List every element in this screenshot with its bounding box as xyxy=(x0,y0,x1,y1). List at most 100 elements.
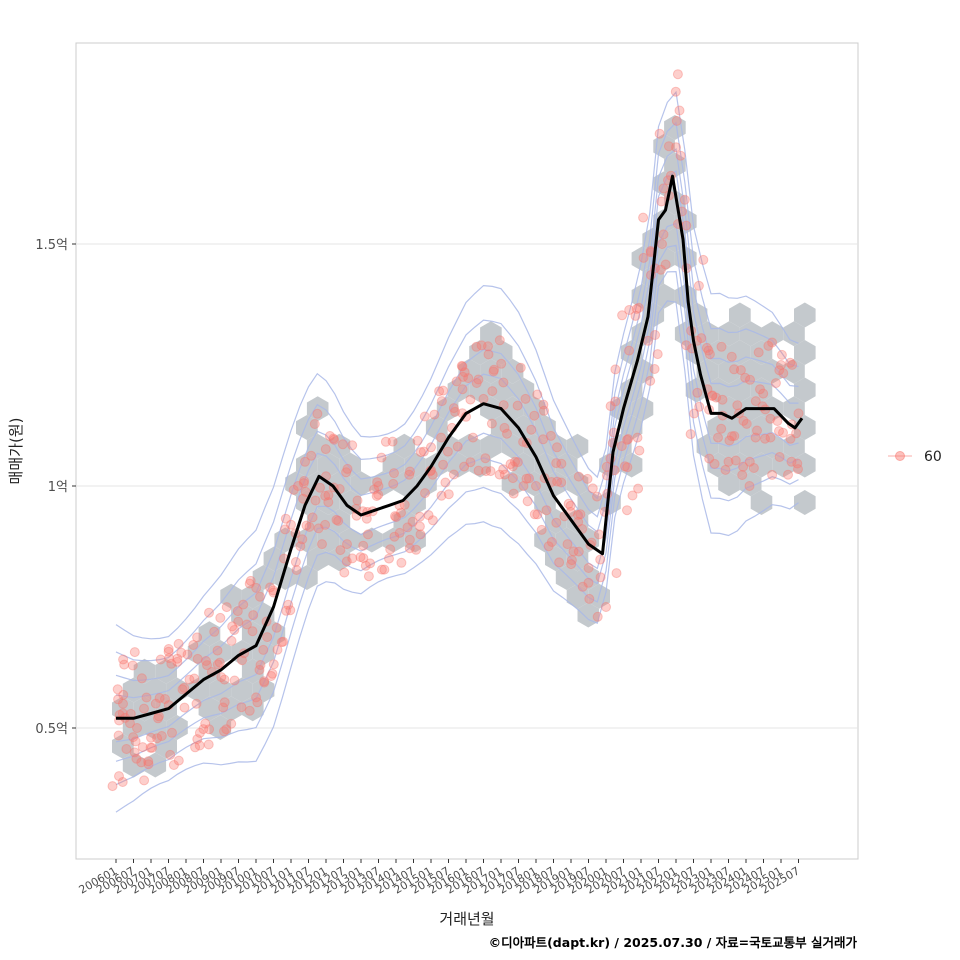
scatter-point xyxy=(179,702,190,713)
scatter-point xyxy=(320,490,331,501)
scatter-point xyxy=(419,411,430,422)
scatter-point xyxy=(380,436,391,447)
hexbin-cell xyxy=(772,452,794,478)
scatter-point xyxy=(192,653,203,664)
hexbin-cell xyxy=(166,715,188,740)
scatter-point xyxy=(227,621,238,632)
hexbin-cell xyxy=(783,358,805,384)
scatter-point xyxy=(128,732,139,743)
scatter-point xyxy=(254,664,265,675)
hexbin-cell xyxy=(306,546,329,572)
scatter-point xyxy=(298,478,309,489)
scatter-point xyxy=(499,422,510,433)
scatter-point xyxy=(436,396,447,407)
hexbin-cell xyxy=(436,433,459,459)
scatter-point xyxy=(309,419,320,429)
y-tick-label: 1.5억 xyxy=(35,238,68,253)
scatter-point xyxy=(324,431,335,441)
hexbin-cell xyxy=(707,452,729,478)
hexbin-cell xyxy=(328,471,351,497)
scatter-point xyxy=(496,358,507,369)
scatter-point xyxy=(415,447,426,458)
scatter-point xyxy=(376,452,387,463)
scatter-point xyxy=(478,393,489,404)
scatter-point xyxy=(184,674,195,685)
scatter-point xyxy=(450,406,461,417)
scatter-point xyxy=(489,364,499,375)
scatter-point xyxy=(657,239,667,249)
scatter-point xyxy=(502,428,512,439)
scatter-point xyxy=(515,362,526,373)
scatter-point xyxy=(592,611,603,622)
scatter-point xyxy=(248,610,259,621)
scatter-point xyxy=(363,571,374,582)
scatter-point xyxy=(755,384,765,395)
scatter-point xyxy=(218,702,229,713)
scatter-point xyxy=(568,546,579,557)
scatter-point xyxy=(226,635,237,646)
scatter-point xyxy=(394,527,405,538)
scatter-point xyxy=(448,403,459,414)
scatter-point xyxy=(787,359,798,370)
scatter-point xyxy=(565,500,576,511)
scatter-point xyxy=(188,640,199,650)
scatter-point xyxy=(627,490,638,501)
scatter-point xyxy=(190,742,201,753)
scatter-point xyxy=(371,491,382,501)
hexbin-cell xyxy=(739,358,762,384)
scatter-point xyxy=(147,742,157,753)
scatter-point xyxy=(573,471,584,482)
hexbin-cell xyxy=(252,677,275,703)
hexbin-cell xyxy=(241,658,264,684)
scatter-point xyxy=(543,541,554,552)
scatter-point xyxy=(765,432,776,443)
scatter-point xyxy=(114,771,124,782)
hexbin-cell xyxy=(664,152,686,178)
hexbin-cell xyxy=(371,471,394,497)
scatter-point xyxy=(512,457,523,468)
hexbin-cell xyxy=(620,452,643,478)
scatter-point xyxy=(518,481,529,491)
scatter-point xyxy=(219,674,230,685)
scatter-point xyxy=(587,483,598,494)
scatter-point xyxy=(212,645,223,656)
scatter-point xyxy=(713,432,723,443)
scatter-point xyxy=(434,386,445,397)
scatter-point xyxy=(556,458,567,469)
scatter-point xyxy=(373,481,384,491)
scatter-point xyxy=(693,280,704,291)
scatter-point xyxy=(566,559,577,570)
scatter-point xyxy=(566,555,577,566)
scatter-point xyxy=(427,469,438,480)
scatter-point xyxy=(793,464,803,475)
density-contour-line xyxy=(115,169,799,699)
scatter-point xyxy=(724,435,735,446)
scatter-point xyxy=(645,375,656,386)
scatter-point xyxy=(573,510,583,520)
scatter-point xyxy=(329,434,340,445)
hexbin-cell xyxy=(739,321,762,347)
trend-line xyxy=(116,174,804,720)
hexbin-cell xyxy=(317,490,340,515)
scatter-point xyxy=(436,432,447,443)
scatter-point xyxy=(539,405,549,416)
scatter-point xyxy=(163,644,174,654)
scatter-point xyxy=(119,659,130,670)
scatter-point xyxy=(221,602,232,613)
scatter-point xyxy=(521,473,532,484)
scatter-point xyxy=(387,436,398,447)
scatter-point xyxy=(280,524,291,535)
scatter-point xyxy=(538,434,549,445)
legend-key-point xyxy=(895,451,905,461)
scatter-point xyxy=(785,357,796,368)
scatter-point xyxy=(216,672,227,683)
scatter-point xyxy=(717,394,728,405)
scatter-point xyxy=(658,229,669,240)
scatter-point xyxy=(672,69,683,80)
scatter-point xyxy=(531,481,541,491)
scatter-point xyxy=(396,507,406,518)
scatter-point xyxy=(752,425,762,436)
scatter-point xyxy=(624,305,635,315)
scatter-point xyxy=(440,477,451,488)
scatter-point xyxy=(624,345,635,356)
